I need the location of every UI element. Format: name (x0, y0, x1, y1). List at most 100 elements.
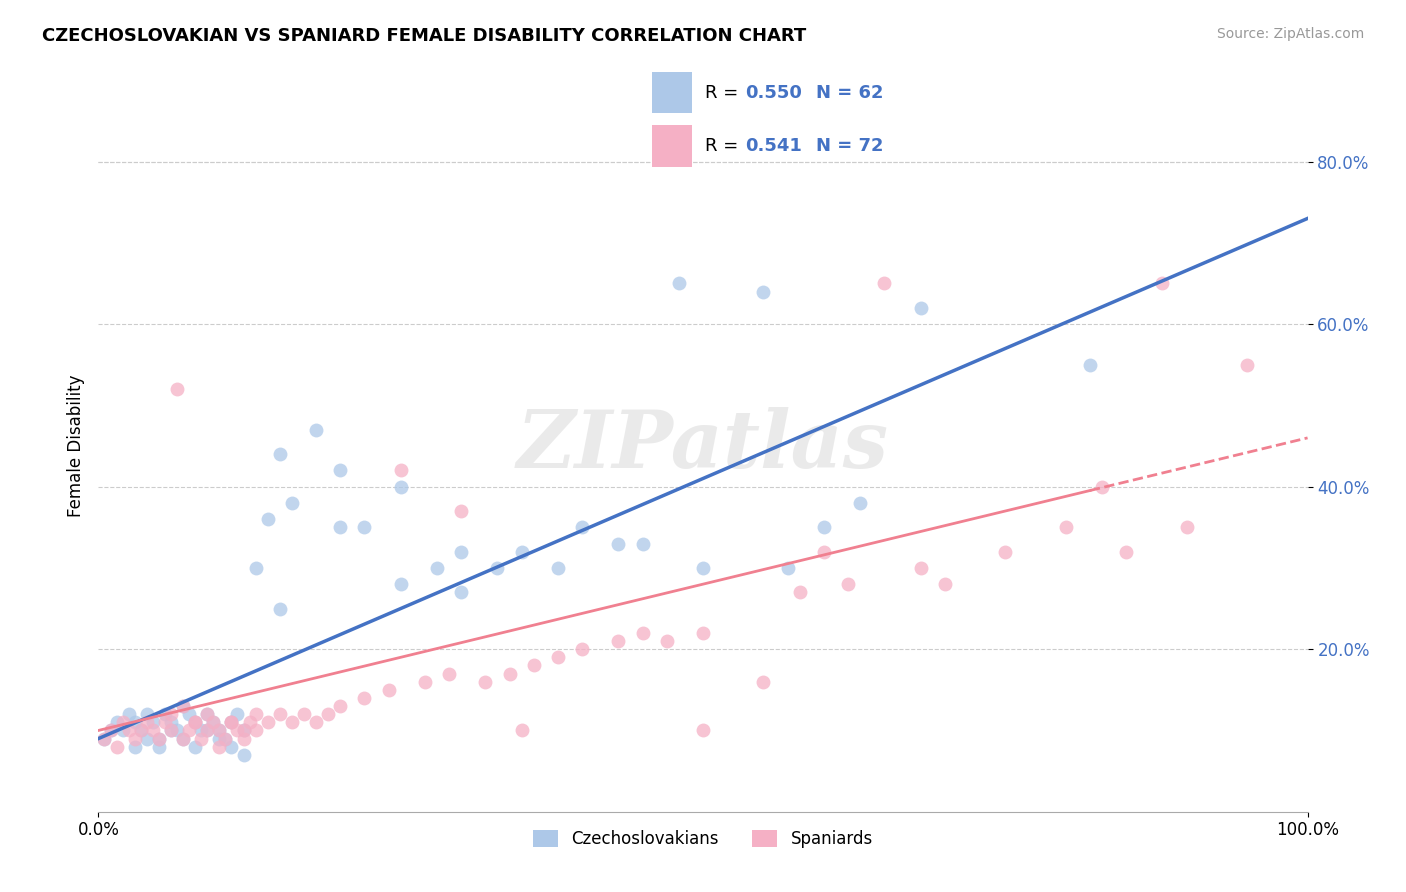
Point (910, 301, 932, 315)
Point (208, 723, 231, 738)
Point (190, 723, 212, 738)
Point (631, 626, 654, 640)
Point (202, 715, 225, 730)
Point (172, 699, 194, 714)
Point (135, 707, 157, 722)
Point (135, 731, 157, 746)
Point (124, 715, 146, 730)
Point (208, 723, 231, 738)
Point (232, 723, 254, 738)
Point (1175, 520, 1198, 534)
Point (281, 715, 304, 730)
Text: N = 62: N = 62 (815, 84, 883, 102)
Point (692, 561, 714, 575)
Point (353, 520, 375, 534)
Point (190, 731, 212, 746)
Point (245, 561, 267, 575)
Point (105, 739, 128, 754)
Point (226, 707, 249, 722)
Point (607, 536, 630, 550)
Point (160, 715, 183, 730)
Point (179, 723, 201, 738)
Point (389, 480, 412, 494)
Point (607, 634, 630, 648)
Point (160, 707, 183, 722)
Point (269, 601, 291, 615)
Point (226, 723, 249, 738)
Point (692, 626, 714, 640)
Point (195, 707, 218, 722)
Point (184, 715, 207, 730)
Legend: Czechoslovakians, Spaniards: Czechoslovakians, Spaniards (526, 823, 880, 855)
Point (100, 723, 122, 738)
Point (153, 707, 176, 722)
Point (184, 715, 207, 730)
Text: 0.550: 0.550 (745, 84, 801, 102)
Point (118, 707, 141, 722)
Point (474, 674, 496, 689)
Point (752, 674, 775, 689)
Point (221, 739, 243, 754)
Point (172, 699, 194, 714)
Point (1115, 544, 1137, 558)
Point (142, 715, 165, 730)
Point (129, 723, 152, 738)
Point (100, 723, 122, 738)
Point (214, 731, 236, 746)
Point (547, 561, 569, 575)
Point (498, 666, 520, 681)
Text: Source: ZipAtlas.com: Source: ZipAtlas.com (1216, 27, 1364, 41)
Point (1152, 277, 1174, 291)
Point (523, 658, 546, 673)
Point (148, 731, 170, 746)
Point (571, 520, 593, 534)
Point (1091, 480, 1114, 494)
Point (571, 642, 593, 657)
Point (510, 723, 533, 738)
Point (389, 577, 412, 591)
Text: N = 72: N = 72 (815, 137, 883, 155)
Point (221, 715, 243, 730)
Point (153, 715, 176, 730)
Point (160, 723, 183, 738)
Point (160, 723, 183, 738)
Point (221, 715, 243, 730)
Point (195, 707, 218, 722)
Point (1078, 358, 1101, 372)
Point (208, 731, 231, 746)
Point (655, 634, 678, 648)
Text: R =: R = (704, 137, 744, 155)
Point (179, 707, 201, 722)
Point (142, 723, 165, 738)
Point (789, 585, 811, 599)
Point (813, 520, 835, 534)
Point (93, 731, 115, 746)
Point (105, 715, 128, 730)
Point (631, 536, 654, 550)
Point (1054, 520, 1077, 534)
Point (934, 577, 956, 591)
Text: ZIPatlas: ZIPatlas (517, 408, 889, 484)
Point (124, 739, 146, 754)
Bar (652, 125, 692, 167)
Y-axis label: Female Disability: Female Disability (66, 375, 84, 517)
Point (377, 682, 399, 697)
Point (195, 723, 218, 738)
Point (172, 731, 194, 746)
Point (281, 496, 304, 510)
Point (184, 739, 207, 754)
Point (245, 723, 267, 738)
Point (305, 715, 328, 730)
Point (329, 463, 352, 477)
Point (316, 707, 339, 722)
Point (292, 707, 315, 722)
Point (129, 723, 152, 738)
Point (389, 463, 412, 477)
Point (93, 731, 115, 746)
Point (450, 504, 472, 518)
Point (849, 496, 872, 510)
Point (148, 731, 170, 746)
Point (752, 285, 775, 299)
Point (269, 447, 291, 461)
Point (510, 544, 533, 558)
